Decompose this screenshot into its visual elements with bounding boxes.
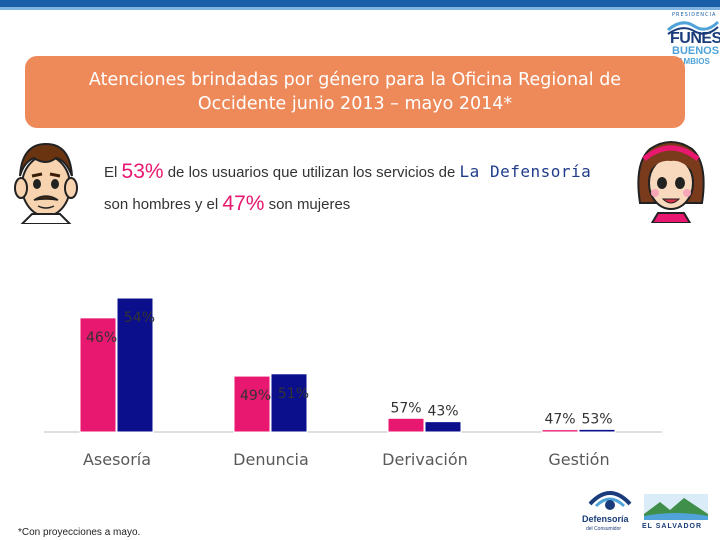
category-label-3: Gestión bbox=[548, 450, 609, 469]
title-line-1: Atenciones brindadas por género para la … bbox=[88, 70, 622, 90]
bar-hombres-2 bbox=[424, 421, 462, 433]
summary-line-1: El 53% de los usuarios que utilizan los … bbox=[104, 160, 591, 184]
bar-mujeres-2 bbox=[387, 417, 425, 433]
data-label-hombres-1: 51% bbox=[278, 386, 309, 402]
summary-el-text: El bbox=[104, 164, 122, 181]
defensoria-name: Defensoría bbox=[582, 514, 629, 524]
data-label-mujeres-3: 47% bbox=[544, 412, 575, 428]
gender-bar-chart: 46% 54% Asesoría 49% 51% Denuncia 57% 43% Deriva… bbox=[44, 297, 662, 469]
summary-post2-text: son mujeres bbox=[264, 196, 351, 213]
el-salvador-text: EL SALVADOR bbox=[642, 523, 703, 530]
footnote: *Con proyecciones a mayo. bbox=[18, 527, 141, 538]
top-band bbox=[0, 0, 720, 7]
data-label-hombres-2: 43% bbox=[427, 404, 458, 420]
woman-avatar-icon bbox=[637, 141, 705, 223]
data-label-mujeres-1: 49% bbox=[240, 388, 271, 404]
logo-cambios-text: CAMBIOS bbox=[672, 57, 710, 66]
top-band-accent bbox=[0, 7, 720, 10]
summary-line-2: son hombres y el 47% son mujeres bbox=[104, 192, 350, 216]
presidencia-logo: PRESIDENCIA FUNES BUENOS CAMBIOS bbox=[664, 12, 720, 70]
summary-mid-text: de los usuarios que utilizan los servici… bbox=[163, 164, 460, 181]
men-percentage: 53% bbox=[121, 160, 164, 183]
women-percentage: 47% bbox=[222, 192, 265, 215]
summary-pre2-text: son hombres y el bbox=[104, 196, 223, 213]
defensoria-subtitle: del Consumidor bbox=[586, 526, 622, 532]
title-line-2: Occidente junio 2013 – mayo 2014* bbox=[197, 94, 513, 114]
bar-mujeres-0 bbox=[79, 317, 117, 433]
man-avatar-icon bbox=[14, 142, 78, 224]
category-label-2: Derivación bbox=[382, 450, 468, 469]
category-label-0: Asesoría bbox=[83, 450, 151, 469]
bar-hombres-3 bbox=[578, 428, 616, 433]
defensoria-logo: Defensoría del Consumidor bbox=[582, 488, 638, 538]
bar-mujeres-1 bbox=[233, 375, 271, 433]
brand-name: La Defensoría bbox=[459, 162, 592, 181]
data-label-hombres-0: 54% bbox=[124, 310, 155, 326]
category-label-1: Denuncia bbox=[233, 450, 309, 469]
logo-presidencia-text: PRESIDENCIA bbox=[672, 12, 717, 18]
logo-buenos-text: BUENOS bbox=[672, 45, 720, 57]
data-label-hombres-3: 53% bbox=[581, 411, 612, 427]
data-label-mujeres-0: 46% bbox=[86, 330, 117, 346]
data-label-mujeres-2: 57% bbox=[390, 400, 421, 416]
bar-hombres-0 bbox=[116, 297, 154, 433]
bar-hombres-1 bbox=[270, 373, 308, 433]
bar-mujeres-3 bbox=[541, 429, 579, 433]
logo-funes-text: FUNES bbox=[670, 30, 720, 47]
el-salvador-logo: EL SALVADOR bbox=[640, 492, 712, 536]
title-banner: Atenciones brindadas por género para la … bbox=[25, 56, 685, 128]
